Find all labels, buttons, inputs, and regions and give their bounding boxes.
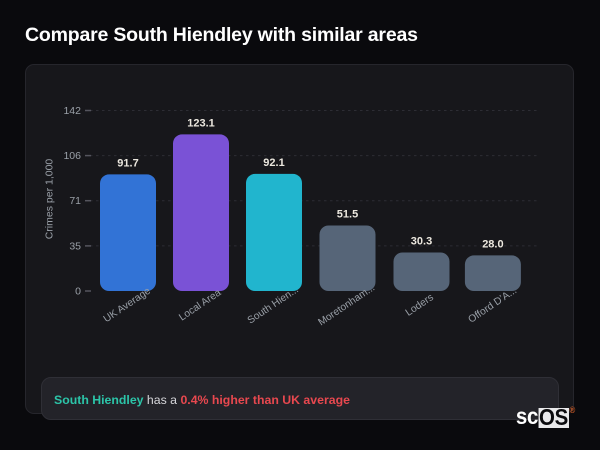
svg-text:92.1: 92.1	[263, 157, 284, 169]
svg-text:123.1: 123.1	[187, 117, 215, 129]
svg-text:142: 142	[63, 105, 81, 117]
svg-text:28.0: 28.0	[482, 238, 503, 250]
svg-text:35: 35	[69, 240, 81, 252]
svg-text:Crimes per 1,000: Crimes per 1,000	[44, 159, 56, 240]
svg-text:Loders: Loders	[404, 292, 436, 319]
svg-text:Offord D’A...: Offord D’A...	[467, 285, 519, 325]
svg-text:Local Area: Local Area	[177, 287, 223, 323]
svg-text:91.7: 91.7	[117, 157, 138, 169]
svg-text:51.5: 51.5	[337, 209, 358, 221]
svg-text:30.3: 30.3	[411, 236, 432, 248]
svg-text:71: 71	[69, 195, 81, 207]
svg-text:0: 0	[75, 286, 81, 298]
svg-text:106: 106	[63, 150, 81, 162]
svg-text:UK Average: UK Average	[102, 286, 153, 326]
